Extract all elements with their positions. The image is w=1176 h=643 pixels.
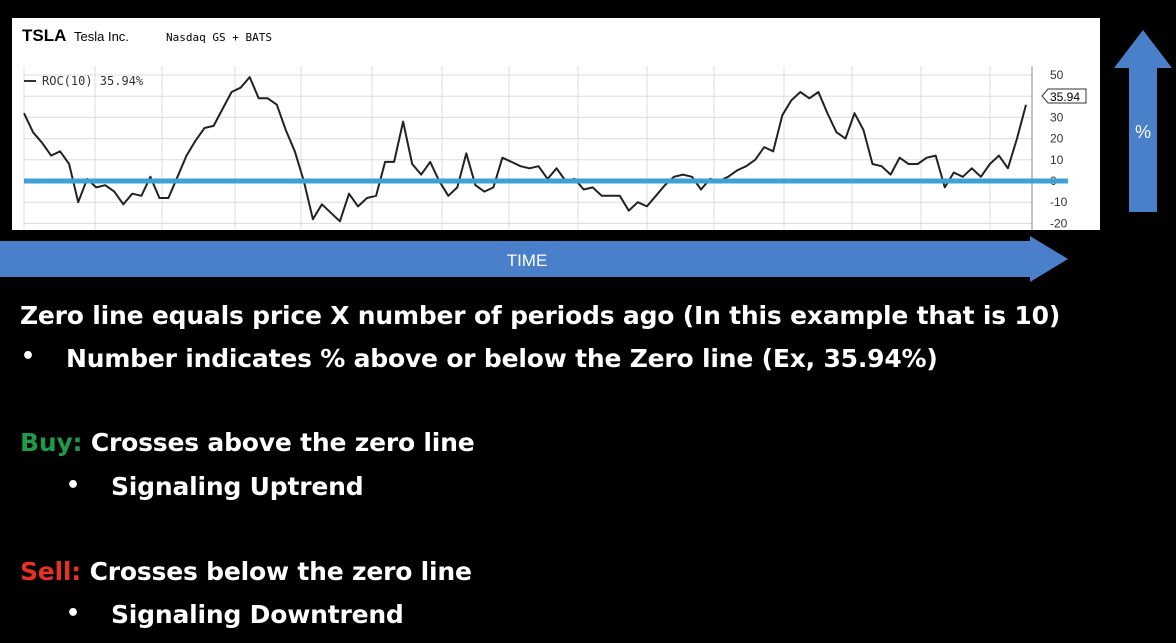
percent-arrow-label: % — [1135, 122, 1151, 142]
roc-chart-panel: TSLA Tesla Inc. Nasdaq GS + BATS ROC(10)… — [12, 18, 1100, 230]
y-tick-label: -10 — [1050, 195, 1068, 209]
zero-line-explanation: Zero line equals price X number of perio… — [20, 301, 1061, 330]
last-value-label: 35.94 — [1050, 90, 1080, 104]
time-arrow-label: TIME — [507, 251, 548, 270]
time-arrow-shape — [0, 236, 1068, 282]
roc-chart: TSLA Tesla Inc. Nasdaq GS + BATS ROC(10)… — [22, 26, 1087, 230]
buy-label: Buy: — [20, 428, 83, 457]
bullet-dot: • — [21, 344, 36, 369]
company-name: Tesla Inc. — [74, 29, 129, 44]
buy-signal: Signaling Uptrend — [111, 472, 364, 501]
y-tick-label: 20 — [1050, 132, 1064, 146]
time-arrow: TIME — [0, 236, 1068, 282]
number-explanation: Number indicates % above or below the Ze… — [66, 344, 938, 373]
roc-line — [23, 76, 1027, 223]
y-tick-label: 10 — [1050, 153, 1064, 167]
sell-label: Sell: — [20, 557, 82, 586]
exchange-name: Nasdaq GS + BATS — [166, 31, 272, 44]
roc-series — [23, 76, 1068, 223]
buy-rule: Buy: Crosses above the zero line — [20, 428, 475, 457]
y-tick-label: 30 — [1050, 110, 1064, 124]
ticker-symbol: TSLA — [22, 26, 66, 45]
percent-arrow: % — [1114, 30, 1172, 212]
bullet-dot: • — [66, 473, 81, 498]
sell-rule: Sell: Crosses below the zero line — [20, 557, 472, 586]
chart-grid — [23, 66, 1033, 230]
last-value-box — [1041, 88, 1087, 104]
legend-label: ROC(10) 35.94% — [42, 74, 144, 88]
y-tick-label: -20 — [1050, 216, 1068, 230]
y-tick-label: 50 — [1050, 68, 1064, 82]
percent-arrow-shape — [1114, 30, 1172, 212]
buy-text: Crosses above the zero line — [82, 428, 475, 457]
last-value-marker: 35.94 — [1041, 88, 1087, 104]
sell-text: Crosses below the zero line — [81, 557, 472, 586]
sell-signal: Signaling Downtrend — [111, 600, 404, 629]
bullet-dot: • — [66, 601, 81, 626]
